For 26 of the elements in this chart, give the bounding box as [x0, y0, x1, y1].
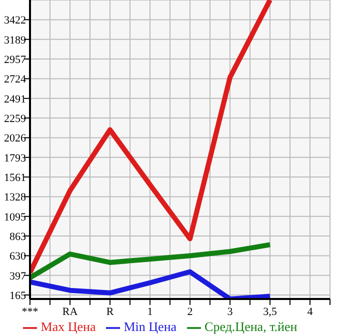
x-tick-label: R: [106, 306, 114, 318]
x-tick-label: 3,5: [263, 306, 278, 318]
x-tick-label: ***: [22, 306, 38, 318]
y-tick-label: 2259: [4, 112, 26, 125]
x-tick-label: 4: [307, 306, 314, 318]
y-tick-label: 3189: [4, 34, 26, 46]
legend-label: Сред.Цена, т.йен: [204, 318, 298, 334]
y-tick-label: 3422: [4, 14, 26, 27]
y-tick-label: 1328: [4, 192, 26, 204]
y-tick-label: 165: [10, 290, 26, 302]
x-tick-label: 2: [187, 306, 193, 318]
x-tick-label: 1: [147, 306, 153, 318]
legend-label: Min Цена: [124, 318, 177, 334]
y-tick-label: 2724: [4, 74, 26, 86]
y-tick-label: 1561: [4, 172, 26, 184]
y-tick-label: 863: [10, 230, 26, 243]
y-tick-label: 2491: [4, 93, 26, 106]
y-tick-label: 397: [10, 270, 26, 282]
y-tick-label: 2026: [4, 132, 26, 145]
y-tick-label: 1793: [4, 152, 26, 164]
y-tick-label: 2957: [4, 54, 26, 66]
x-tick-label: 3: [227, 306, 234, 318]
y-tick-label: 630: [10, 250, 26, 263]
legend-label: Max Цена: [40, 318, 96, 334]
y-tick-label: 1095: [4, 211, 26, 224]
x-tick-label: RA: [62, 306, 78, 318]
